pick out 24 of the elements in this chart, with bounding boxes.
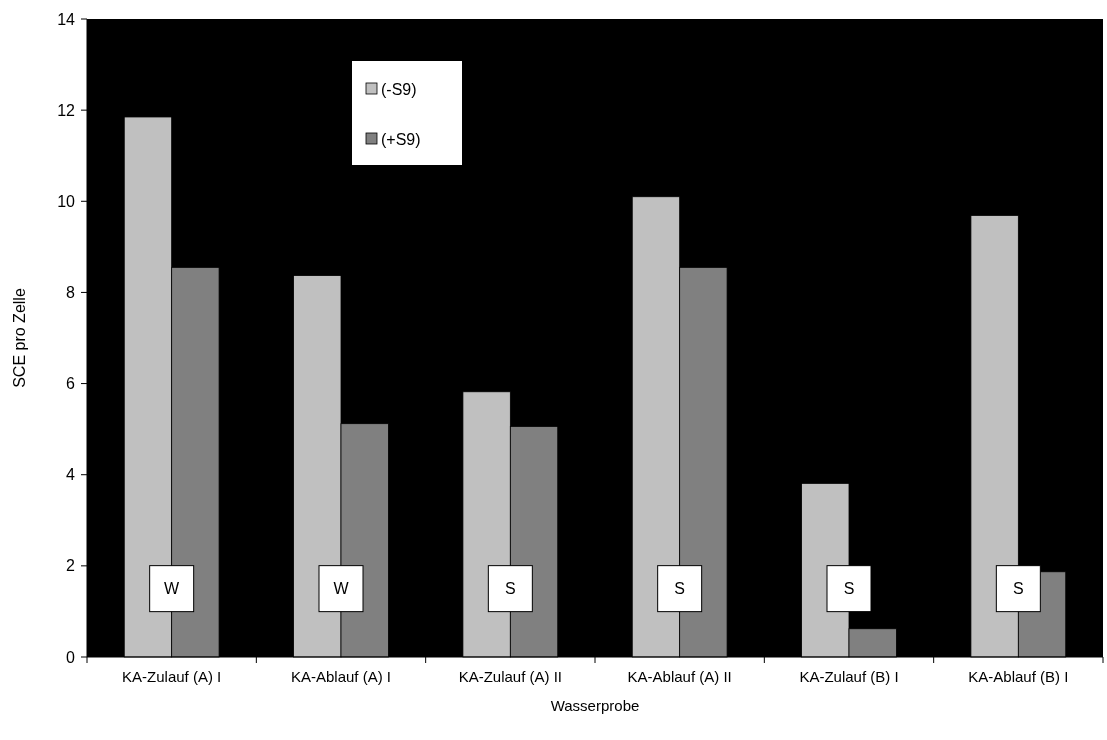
legend-label: (-S9) [381, 80, 417, 98]
annotation: S [843, 580, 855, 598]
y-tick-label: 4 [66, 466, 76, 484]
x-axis-title: Wasserprobe [550, 697, 640, 714]
x-tick-label: KA-Ablauf (A) I [290, 668, 392, 685]
y-tick-label: 6 [66, 375, 76, 393]
annotation: W [333, 580, 350, 598]
x-tick-label: KA-Ablauf (A) II [627, 668, 732, 685]
y-tick-label: 12 [57, 101, 76, 119]
y-axis-title: SCE pro Zelle [11, 288, 28, 388]
annotation: S [1013, 580, 1024, 598]
y-tick-label: 2 [66, 557, 76, 575]
y-tick-label: 8 [66, 284, 76, 302]
legend-label: (+S9) [381, 130, 421, 148]
x-tick-label: KA-Zulauf (B) I [799, 668, 899, 685]
annotation: S [505, 580, 516, 598]
annotation: W [164, 580, 181, 598]
annotation: S [674, 580, 685, 598]
x-tick-label: KA-Zulauf (A) II [458, 668, 563, 685]
y-tick-label: 10 [57, 192, 76, 210]
y-tick-label: 14 [57, 10, 76, 28]
x-tick-label: KA-Ablauf (B) I [968, 668, 1069, 685]
y-tick-label: 0 [66, 648, 76, 666]
x-tick-label: KA-Zulauf (A) I [122, 668, 222, 685]
